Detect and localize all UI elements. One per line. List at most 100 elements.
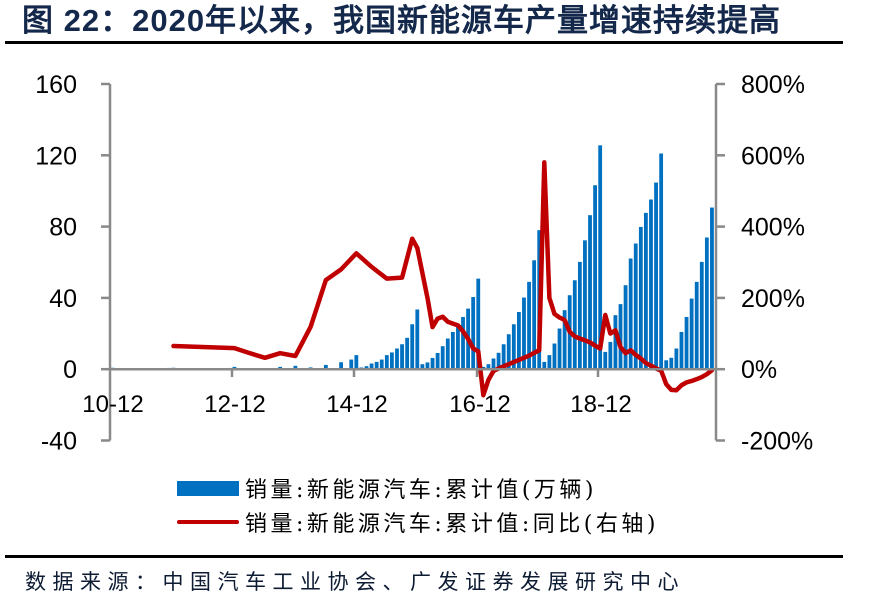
right-tick-label: 400% bbox=[741, 214, 805, 242]
bar bbox=[390, 352, 394, 370]
bar bbox=[710, 207, 714, 370]
bar bbox=[405, 337, 410, 370]
bar bbox=[649, 199, 653, 370]
x-tick-label: 14-12 bbox=[326, 391, 387, 418]
bar bbox=[557, 328, 562, 370]
bar bbox=[384, 355, 389, 370]
bar bbox=[562, 310, 567, 370]
left-tick-label: 40 bbox=[49, 285, 77, 313]
bar bbox=[471, 297, 476, 370]
legend-item-yoy: 销量:新能源汽车:累计值:同比(右轴) bbox=[177, 507, 659, 537]
bar bbox=[476, 278, 481, 370]
bar bbox=[506, 334, 511, 370]
bar bbox=[400, 344, 404, 370]
bar bbox=[517, 311, 521, 370]
bar bbox=[354, 355, 359, 370]
bar bbox=[608, 341, 613, 370]
bar-series bbox=[110, 145, 714, 370]
right-tick-label: 800% bbox=[741, 71, 805, 99]
bar bbox=[501, 344, 506, 370]
bar bbox=[603, 351, 608, 370]
left-tick-label: 120 bbox=[35, 142, 77, 170]
bar bbox=[638, 226, 643, 370]
x-tick-label: 10-12 bbox=[82, 391, 143, 418]
bar bbox=[593, 185, 597, 370]
left-tick-label: 80 bbox=[49, 214, 77, 242]
legend-line-swatch-icon bbox=[177, 520, 239, 524]
left-axis bbox=[101, 82, 112, 442]
right-axis bbox=[714, 82, 725, 442]
bar bbox=[577, 261, 582, 370]
bar bbox=[684, 316, 689, 370]
right-tick-label: 600% bbox=[741, 142, 805, 170]
source-note: 数据来源：中国汽车工业协会、广发证券发展研究中心 bbox=[25, 570, 685, 594]
bar bbox=[511, 324, 516, 370]
bar bbox=[456, 325, 460, 370]
bar bbox=[440, 346, 445, 370]
bar bbox=[664, 360, 669, 370]
bar bbox=[633, 243, 638, 370]
bar bbox=[293, 365, 298, 370]
bar bbox=[415, 309, 420, 370]
bar bbox=[374, 361, 379, 370]
bar bbox=[583, 240, 587, 370]
bar bbox=[491, 358, 496, 370]
left-tick-label: -40 bbox=[41, 428, 77, 456]
bar bbox=[588, 215, 592, 370]
bar bbox=[572, 280, 577, 370]
legend-item-sales: 销量:新能源汽车:累计值(万辆) bbox=[177, 473, 597, 503]
bar bbox=[379, 359, 384, 370]
top-divider bbox=[5, 41, 843, 44]
bar bbox=[669, 357, 674, 370]
bar bbox=[420, 364, 425, 370]
bar bbox=[496, 352, 501, 370]
legend-label: 销量:新能源汽车:累计值:同比(右轴) bbox=[245, 512, 659, 537]
x-tick-label: 16-12 bbox=[449, 391, 510, 418]
bar bbox=[679, 331, 684, 370]
right-tick-label: 200% bbox=[741, 285, 805, 313]
bar bbox=[323, 364, 328, 370]
bar bbox=[450, 331, 455, 370]
bar bbox=[435, 352, 440, 370]
bar bbox=[410, 324, 415, 370]
bar bbox=[674, 348, 679, 370]
bar bbox=[644, 212, 648, 370]
figure-title: 图 22：2020年以来，我国新能源车产量增速持续提高 bbox=[22, 3, 782, 38]
legend-bar-swatch-icon bbox=[177, 480, 239, 496]
bar bbox=[349, 359, 354, 370]
bottom-divider bbox=[5, 555, 843, 558]
bar bbox=[532, 260, 537, 370]
bar bbox=[598, 145, 603, 370]
x-axis bbox=[110, 367, 716, 377]
bar bbox=[461, 316, 465, 370]
bar bbox=[689, 298, 694, 370]
bar bbox=[699, 261, 704, 370]
bar bbox=[704, 237, 709, 370]
bar bbox=[547, 355, 552, 370]
bar bbox=[527, 281, 531, 370]
bar bbox=[395, 348, 399, 370]
bar bbox=[552, 343, 557, 370]
right-tick-label: 0% bbox=[741, 356, 777, 384]
bar bbox=[654, 182, 658, 370]
bar bbox=[522, 297, 526, 370]
bar bbox=[445, 338, 450, 370]
legend-label: 销量:新能源汽车:累计值(万辆) bbox=[245, 478, 597, 503]
bar bbox=[364, 366, 369, 370]
bar bbox=[369, 363, 374, 370]
x-tick-label: 18-12 bbox=[570, 391, 631, 418]
bar bbox=[339, 362, 343, 370]
bar bbox=[628, 258, 633, 370]
bar bbox=[618, 304, 623, 370]
left-tick-label: 160 bbox=[35, 71, 77, 99]
bar bbox=[425, 362, 430, 370]
yoy-line-series bbox=[171, 160, 715, 398]
bar bbox=[430, 357, 435, 370]
bar bbox=[623, 285, 628, 370]
bar bbox=[694, 281, 699, 370]
bar bbox=[486, 364, 491, 370]
left-tick-label: 0 bbox=[63, 356, 77, 384]
bar bbox=[542, 361, 547, 370]
x-tick-label: 12-12 bbox=[204, 391, 265, 418]
